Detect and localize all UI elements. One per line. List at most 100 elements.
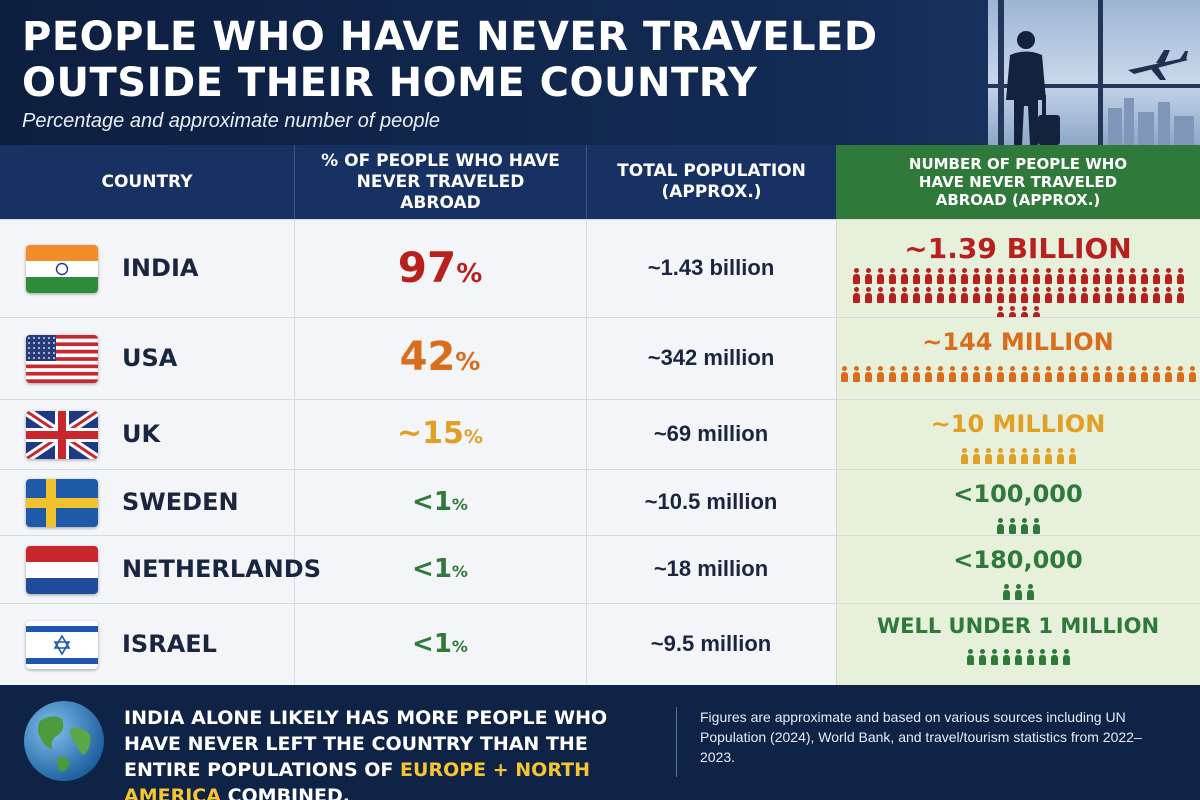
- person-icon: [1116, 268, 1125, 284]
- person-icon: [1020, 448, 1029, 464]
- person-icon: [996, 518, 1005, 534]
- country-name: INDIA: [122, 254, 199, 282]
- person-icon: [1104, 366, 1113, 382]
- person-icon: [876, 366, 885, 382]
- country-name: ISRAEL: [122, 630, 217, 658]
- person-icon: [1032, 268, 1041, 284]
- person-icon: [1026, 649, 1035, 665]
- person-icon: [840, 366, 849, 382]
- person-icon: [1152, 366, 1161, 382]
- person-icon: [900, 366, 909, 382]
- table-row: USA 42% ~342 million ~144 MILLION: [0, 317, 1200, 399]
- person-icon: [1068, 366, 1077, 382]
- person-icon: [1068, 287, 1077, 303]
- column-header-percent: % OF PEOPLE WHO HAVE NEVER TRAVELED ABRO…: [294, 145, 586, 219]
- country-name: SWEDEN: [122, 488, 239, 516]
- percent-value: 42%: [399, 334, 481, 381]
- person-icon: [1128, 268, 1137, 284]
- table-row: NETHERLANDS <1% ~18 million <180,000: [0, 535, 1200, 603]
- people-pictograms: [836, 649, 1200, 668]
- person-icon: [876, 287, 885, 303]
- person-icon: [984, 268, 993, 284]
- person-icon: [900, 287, 909, 303]
- person-icon: [1062, 649, 1071, 665]
- population-value: ~342 million: [647, 345, 775, 370]
- person-icon: [1116, 366, 1125, 382]
- person-icon: [1080, 268, 1089, 284]
- person-icon: [864, 287, 873, 303]
- person-icon: [1176, 268, 1185, 284]
- person-icon: [888, 366, 897, 382]
- person-icon: [972, 448, 981, 464]
- person-icon: [924, 287, 933, 303]
- person-icon: [852, 366, 861, 382]
- country-name: UK: [122, 420, 161, 448]
- person-icon: [948, 366, 957, 382]
- person-icon: [1044, 268, 1053, 284]
- person-icon: [1008, 518, 1017, 534]
- netherlands-flag: [26, 546, 98, 594]
- person-icon: [1104, 287, 1113, 303]
- person-icon: [1056, 448, 1065, 464]
- person-icon: [1008, 268, 1017, 284]
- person-icon: [912, 366, 921, 382]
- person-icon: [1068, 268, 1077, 284]
- percent-value: 97%: [397, 242, 483, 292]
- percent-value: ~15%: [397, 416, 483, 452]
- people-pictograms: [836, 584, 1200, 603]
- never-traveled-count: <100,000: [953, 480, 1083, 508]
- person-icon: [984, 448, 993, 464]
- person-icon: [1080, 366, 1089, 382]
- globe-icon: [24, 701, 104, 781]
- person-icon: [1044, 448, 1053, 464]
- person-icon: [924, 268, 933, 284]
- person-icon: [1032, 366, 1041, 382]
- person-icon: [978, 649, 987, 665]
- person-icon: [1014, 584, 1023, 600]
- person-icon: [1032, 518, 1041, 534]
- source-note: Figures are approximate and based on var…: [700, 709, 1142, 765]
- person-icon: [996, 448, 1005, 464]
- person-icon: [1008, 287, 1017, 303]
- never-traveled-count: ~1.39 BILLION: [904, 232, 1132, 265]
- never-traveled-count: ~10 MILLION: [930, 410, 1106, 438]
- person-icon: [852, 287, 861, 303]
- person-icon: [1056, 287, 1065, 303]
- uk-flag: [26, 411, 98, 459]
- footer-highlight: EUROPE + NORTH AMERICA: [124, 759, 590, 800]
- percent-value: <1%: [412, 486, 468, 517]
- person-icon: [936, 366, 945, 382]
- table-row: INDIA 97% ~1.43 billion ~1.39 BILLION: [0, 219, 1200, 322]
- person-icon: [1092, 268, 1101, 284]
- people-pictograms: [836, 268, 1200, 325]
- person-icon: [960, 287, 969, 303]
- person-icon: [984, 287, 993, 303]
- person-icon: [960, 366, 969, 382]
- person-icon: [1002, 649, 1011, 665]
- person-icon: [912, 268, 921, 284]
- population-value: ~18 million: [653, 556, 769, 581]
- person-icon: [1080, 287, 1089, 303]
- people-pictograms: [836, 448, 1200, 467]
- person-icon: [1050, 649, 1059, 665]
- person-icon: [1188, 366, 1197, 382]
- person-icon: [960, 268, 969, 284]
- percent-value: <1%: [412, 628, 468, 659]
- footer-message: INDIA ALONE LIKELY HAS MORE PEOPLE WHO H…: [124, 705, 664, 800]
- person-icon: [876, 268, 885, 284]
- country-name: USA: [122, 344, 178, 372]
- person-icon: [1116, 287, 1125, 303]
- person-icon: [1020, 268, 1029, 284]
- person-icon: [1056, 268, 1065, 284]
- person-icon: [1044, 366, 1053, 382]
- table-row: UK ~15% ~69 million ~10 MILLION: [0, 399, 1200, 469]
- person-icon: [1032, 287, 1041, 303]
- person-icon: [1092, 287, 1101, 303]
- person-icon: [864, 268, 873, 284]
- person-icon: [1164, 268, 1173, 284]
- person-icon: [936, 268, 945, 284]
- person-icon: [1002, 584, 1011, 600]
- person-icon: [1038, 649, 1047, 665]
- sweden-flag: [26, 479, 98, 527]
- person-icon: [1128, 366, 1137, 382]
